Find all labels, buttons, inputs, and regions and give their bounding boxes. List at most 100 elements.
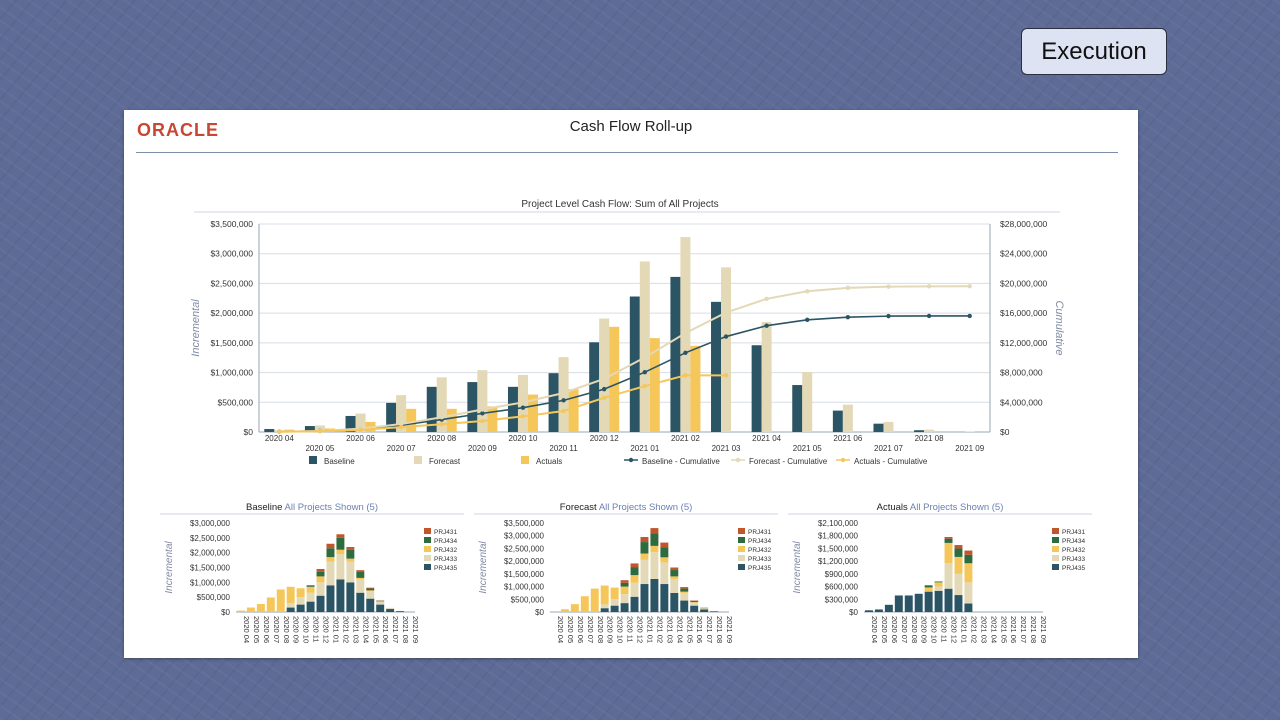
mini-y-tick-label: $2,000,000: [504, 557, 545, 566]
x-tick-label: 2021 01: [630, 444, 659, 453]
stack-segment-prj433: [934, 586, 943, 591]
mini-title-main: Forecast: [560, 502, 599, 513]
stack-segment-prj434: [326, 548, 335, 558]
point-baseline-cumulative: [764, 323, 769, 328]
stack-segment-prj433: [640, 559, 649, 585]
mini-legend-label: PRJ431: [434, 529, 458, 536]
mini-x-tick-label: 2020 08: [596, 616, 605, 643]
bar-forecast: [355, 413, 366, 432]
mini-legend-swatch: [424, 528, 431, 534]
mini-x-tick-label: 2020 09: [920, 616, 929, 643]
bar-actuals: [649, 338, 660, 432]
mini-legend-swatch: [1052, 528, 1059, 534]
mini-legend-label: PRJ432: [748, 547, 772, 554]
stack-segment-prj435: [934, 590, 943, 612]
mini-x-tick-label: 2021 09: [725, 616, 734, 643]
y-tick-label: $0: [244, 427, 254, 437]
mini-legend-label: PRJ432: [434, 547, 458, 554]
stack-segment-prj431: [356, 570, 365, 572]
bar-actuals: [609, 326, 620, 432]
mini-legend-label: PRJ433: [1062, 556, 1086, 563]
x-tick-label: 2020 11: [549, 444, 578, 453]
line-forecast-cumulative: [279, 285, 970, 433]
mini-y-tick-label: $2,100,000: [818, 519, 859, 528]
stack-segment-prj432: [286, 586, 295, 604]
x-tick-label: 2020 12: [590, 434, 619, 443]
stack-segment-prj434: [934, 581, 943, 583]
mini-legend-label: PRJ434: [1062, 538, 1086, 545]
page-title: Cash Flow Roll-up: [569, 118, 693, 135]
point-forecast-cumulative: [723, 310, 729, 315]
y2-tick-label: $28,000,000: [1000, 219, 1048, 229]
line-baseline-cumulative: [279, 315, 970, 433]
stack-segment-prj435: [670, 592, 679, 612]
point-baseline-cumulative: [642, 370, 648, 375]
mini-x-tick-label: 2020 06: [890, 616, 899, 643]
mini-x-tick-label: 2020 07: [900, 616, 909, 643]
mini-x-tick-label: 2021 06: [381, 616, 390, 643]
stack-segment-prj435: [336, 579, 345, 612]
mini-y-tick-label: $0: [849, 608, 858, 617]
x-tick-label: 2021 08: [915, 434, 944, 443]
point-forecast-cumulative: [520, 400, 526, 405]
mini-x-tick-label: 2021 05: [999, 616, 1008, 643]
bar-baseline: [792, 385, 803, 432]
stack-segment-prj431: [660, 542, 669, 548]
mini-y-tick-label: $3,000,000: [504, 532, 545, 541]
bar-forecast: [721, 267, 732, 432]
stack-segment-prj432: [550, 611, 559, 612]
legend-label: Baseline: [324, 457, 355, 466]
bar-forecast: [396, 395, 407, 432]
mini-x-tick-label: 2020 07: [272, 616, 281, 643]
legend-label: Forecast: [429, 457, 461, 466]
mini-y-tick-label: $2,000,000: [190, 549, 231, 558]
mini-x-tick-label: 2021 02: [655, 616, 664, 643]
mini-x-tick-label: 2020 10: [302, 616, 311, 643]
stack-segment-prj433: [366, 591, 375, 599]
mini-x-tick-label: 2020 07: [586, 616, 595, 643]
mini-legend-label: PRJ431: [748, 529, 772, 536]
mini-y-tick-label: $900,000: [825, 570, 859, 579]
mini-x-tick-label: 2020 11: [312, 616, 321, 643]
legend-swatch: [628, 457, 634, 463]
point-baseline-cumulative: [805, 317, 810, 323]
stack-segment-prj433: [336, 554, 345, 580]
bar-forecast: [883, 421, 894, 432]
mini-y-tick-label: $300,000: [825, 595, 859, 604]
mini-x-tick-label: 2020 06: [262, 616, 271, 643]
stack-segment-prj431: [650, 528, 659, 534]
point-baseline-cumulative: [967, 313, 972, 319]
y-tick-label: $500,000: [218, 397, 254, 407]
stack-segment-prj434: [336, 537, 345, 550]
y-tick-label: $3,000,000: [210, 249, 253, 259]
stack-segment-prj432: [580, 596, 589, 612]
mini-x-tick-label: 2020 05: [566, 616, 575, 643]
y-tick-label: $3,500,000: [210, 219, 253, 229]
mini-x-tick-label: 2021 06: [1009, 616, 1018, 643]
point-baseline-cumulative: [845, 314, 851, 320]
mini-x-tick-label: 2020 04: [870, 616, 879, 643]
stack-segment-prj431: [620, 580, 629, 583]
stack-segment-prj432: [600, 585, 609, 605]
point-actuals-cumulative: [398, 424, 404, 430]
x-tick-label: 2021 06: [833, 434, 862, 443]
stack-segment-prj432: [326, 557, 335, 562]
stack-segment-prj432: [690, 602, 699, 603]
stack-segment-prj431: [944, 536, 953, 539]
stack-segment-prj432: [336, 549, 345, 555]
stack-segment-prj433: [670, 578, 679, 593]
stack-segment-prj435: [346, 582, 355, 612]
stack-segment-prj434: [670, 570, 679, 577]
bar-baseline: [873, 423, 884, 432]
stack-segment-prj434: [620, 582, 629, 587]
stack-segment-prj435: [650, 578, 659, 612]
point-baseline-cumulative: [561, 398, 566, 403]
actuals-mini-chart: Actuals All Projects Shown (5) $0 $300,000…: [788, 502, 1092, 643]
stack-segment-prj433: [954, 573, 963, 596]
y2-axis-title: Cumulative: [1053, 300, 1065, 355]
stack-segment-prj432: [276, 589, 285, 612]
x-tick-label: 2020 09: [468, 444, 497, 453]
stack-segment-prj432: [944, 542, 953, 564]
legend-label: Forecast - Cumulative: [749, 457, 828, 466]
mini-x-tick-label: 2020 11: [940, 616, 949, 643]
